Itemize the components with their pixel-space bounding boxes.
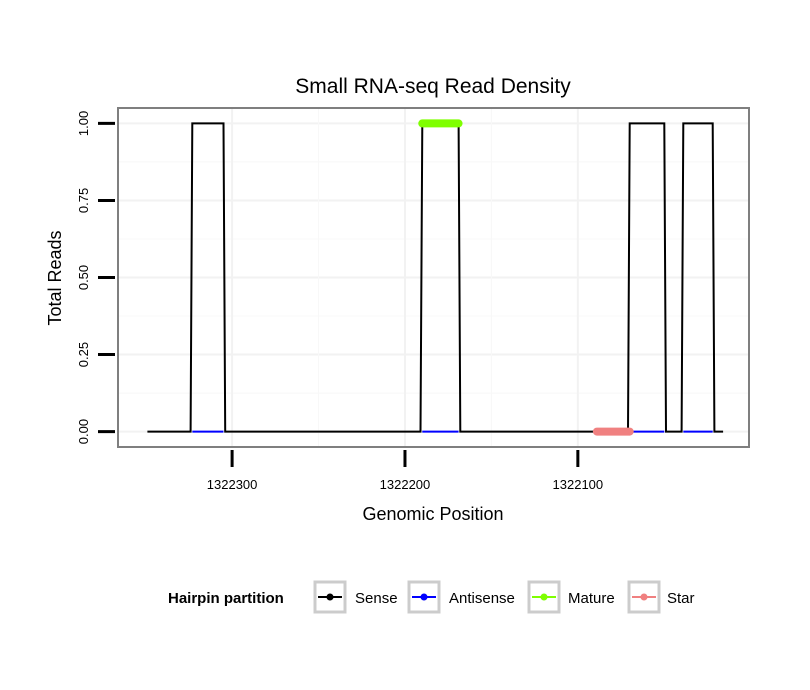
x-axis: 1322300 1322200 1322100: [207, 450, 603, 492]
legend-label: Star: [667, 590, 695, 607]
series-sense-line: [147, 122, 724, 433]
x-tick-label: 1322100: [553, 477, 604, 492]
legend-entry-mature: Mature: [527, 580, 615, 614]
legend: Hairpin partition Sense Antisense Mature St…: [168, 580, 695, 614]
y-tick-label: 0.25: [76, 342, 91, 367]
legend-entry-sense: Sense: [313, 580, 398, 614]
legend-key-dot: [640, 593, 648, 601]
y-tick-label: 0.00: [76, 419, 91, 444]
series-layer: [147, 119, 724, 436]
legend-entry-star: Star: [627, 580, 695, 614]
y-tick-label: 1.00: [76, 111, 91, 136]
legend-label: Sense: [355, 590, 398, 607]
legend-key-dot: [420, 593, 428, 601]
x-tick-label: 1322200: [380, 477, 431, 492]
legend-label: Mature: [568, 590, 615, 607]
legend-key-dot: [326, 593, 334, 601]
y-axis: 0.00 0.25 0.50 0.75 1.00: [76, 111, 115, 444]
x-tick-label: 1322300: [207, 477, 258, 492]
legend-key-dot: [540, 593, 548, 601]
legend-entry-antisense: Antisense: [407, 580, 515, 614]
legend-title: Hairpin partition: [168, 590, 284, 607]
chart-title: Small RNA-seq Read Density: [295, 75, 571, 98]
legend-label: Antisense: [449, 590, 515, 607]
y-tick-label: 0.75: [76, 188, 91, 213]
y-tick-label: 0.50: [76, 265, 91, 290]
x-axis-title: Genomic Position: [362, 504, 503, 524]
y-axis-title: Total Reads: [45, 230, 65, 325]
